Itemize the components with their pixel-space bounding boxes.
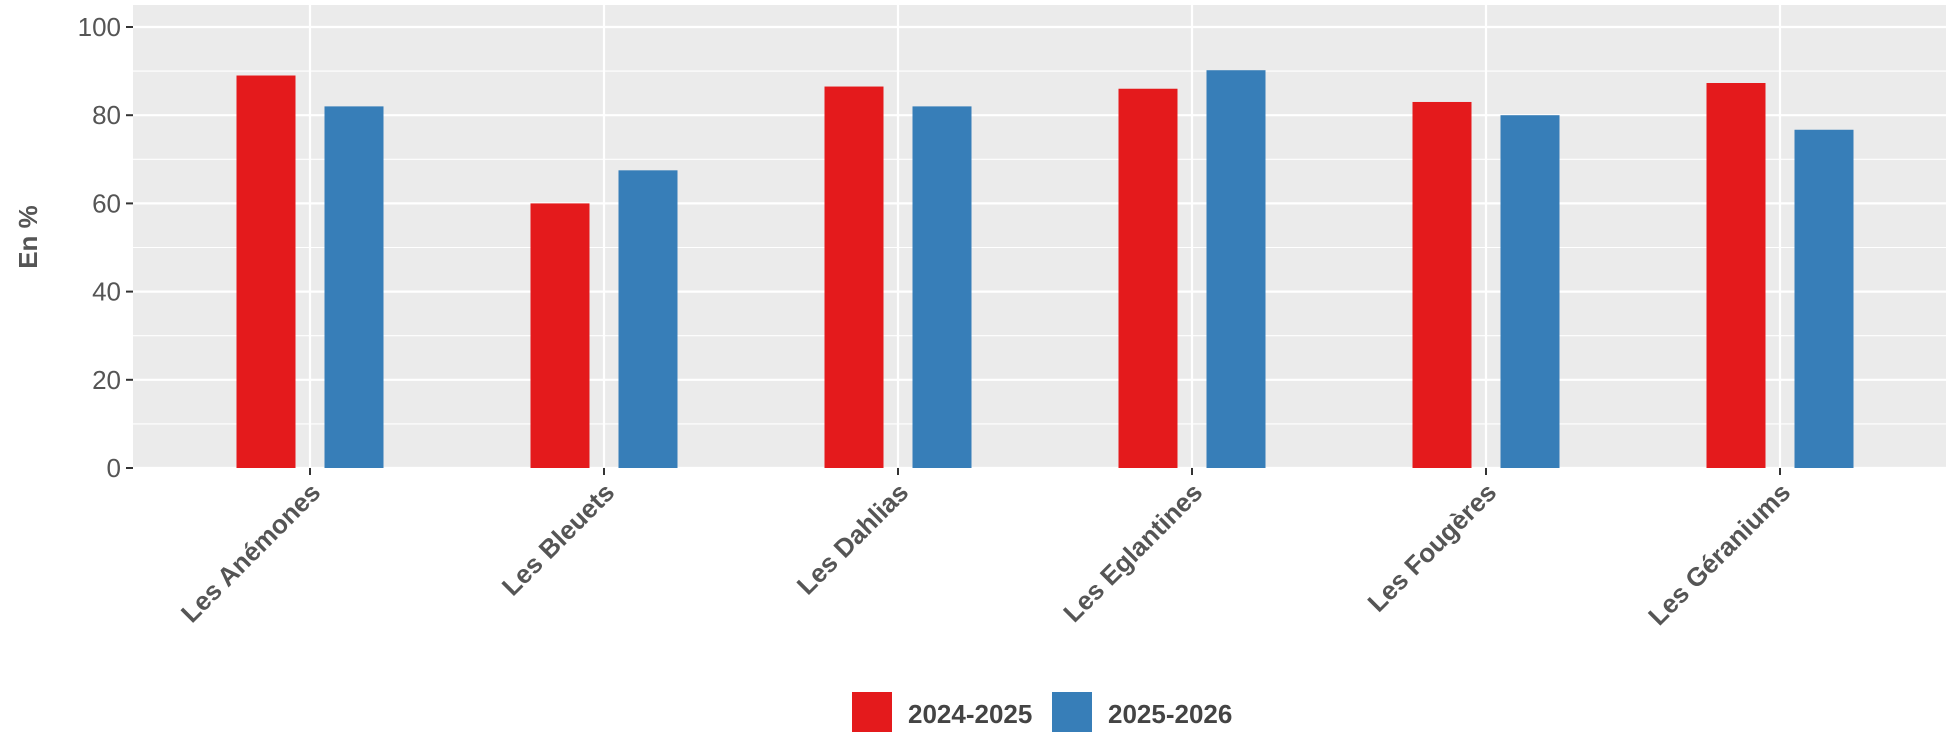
bar-2024-2025-Les Dahlias — [824, 86, 884, 468]
bar-2024-2025-Les Anémones — [236, 75, 296, 468]
bar-2024-2025-Les Bleuets — [530, 203, 590, 468]
bars-layer — [236, 70, 1854, 469]
bar-2024-2025-Les Géraniums — [1706, 83, 1766, 468]
x-tick-label: Les Anémones — [175, 477, 326, 628]
y-tick-label: 60 — [92, 188, 121, 218]
bar-2025-2026-Les Géraniums — [1794, 129, 1854, 469]
legend-key-2024-2025 — [852, 692, 892, 732]
bar-2025-2026-Les Fougères — [1500, 115, 1560, 468]
plot-panel — [133, 5, 1946, 468]
y-axis-title: En % — [13, 205, 43, 269]
y-tick-label: 100 — [78, 12, 121, 42]
x-tick-label: Les Géraniums — [1642, 477, 1796, 631]
x-tick-label: Les Bleuets — [496, 477, 620, 601]
x-tick-label: Les Fougères — [1361, 477, 1502, 618]
bar-2025-2026-Les Bleuets — [618, 170, 678, 468]
legend: 2024-2025 2025-2026 — [852, 692, 1232, 732]
x-axis: Les Anémones Les Bleuets Les Dahlias Les Eg… — [175, 468, 1796, 631]
y-tick-label: 20 — [92, 365, 121, 395]
bar-2025-2026-Les Anémones — [324, 106, 384, 468]
x-tick-label: Les Dahlias — [791, 477, 914, 600]
legend-label: 2024-2025 — [908, 699, 1032, 729]
gridlines — [133, 5, 1946, 470]
x-tick-label: Les Eglantines — [1057, 477, 1208, 628]
bar-2025-2026-Les Eglantines — [1206, 70, 1266, 468]
bar-2024-2025-Les Eglantines — [1118, 88, 1178, 469]
legend-key-2025-2026 — [1052, 692, 1092, 732]
y-tick-label: 0 — [107, 453, 121, 483]
y-tick-label: 40 — [92, 277, 121, 307]
bar-2025-2026-Les Dahlias — [912, 106, 972, 468]
legend-label: 2025-2026 — [1108, 699, 1232, 729]
y-tick-label: 80 — [92, 100, 121, 130]
bar-2024-2025-Les Fougères — [1412, 101, 1472, 468]
y-axis: 0 20 40 60 80 100 — [78, 12, 133, 483]
